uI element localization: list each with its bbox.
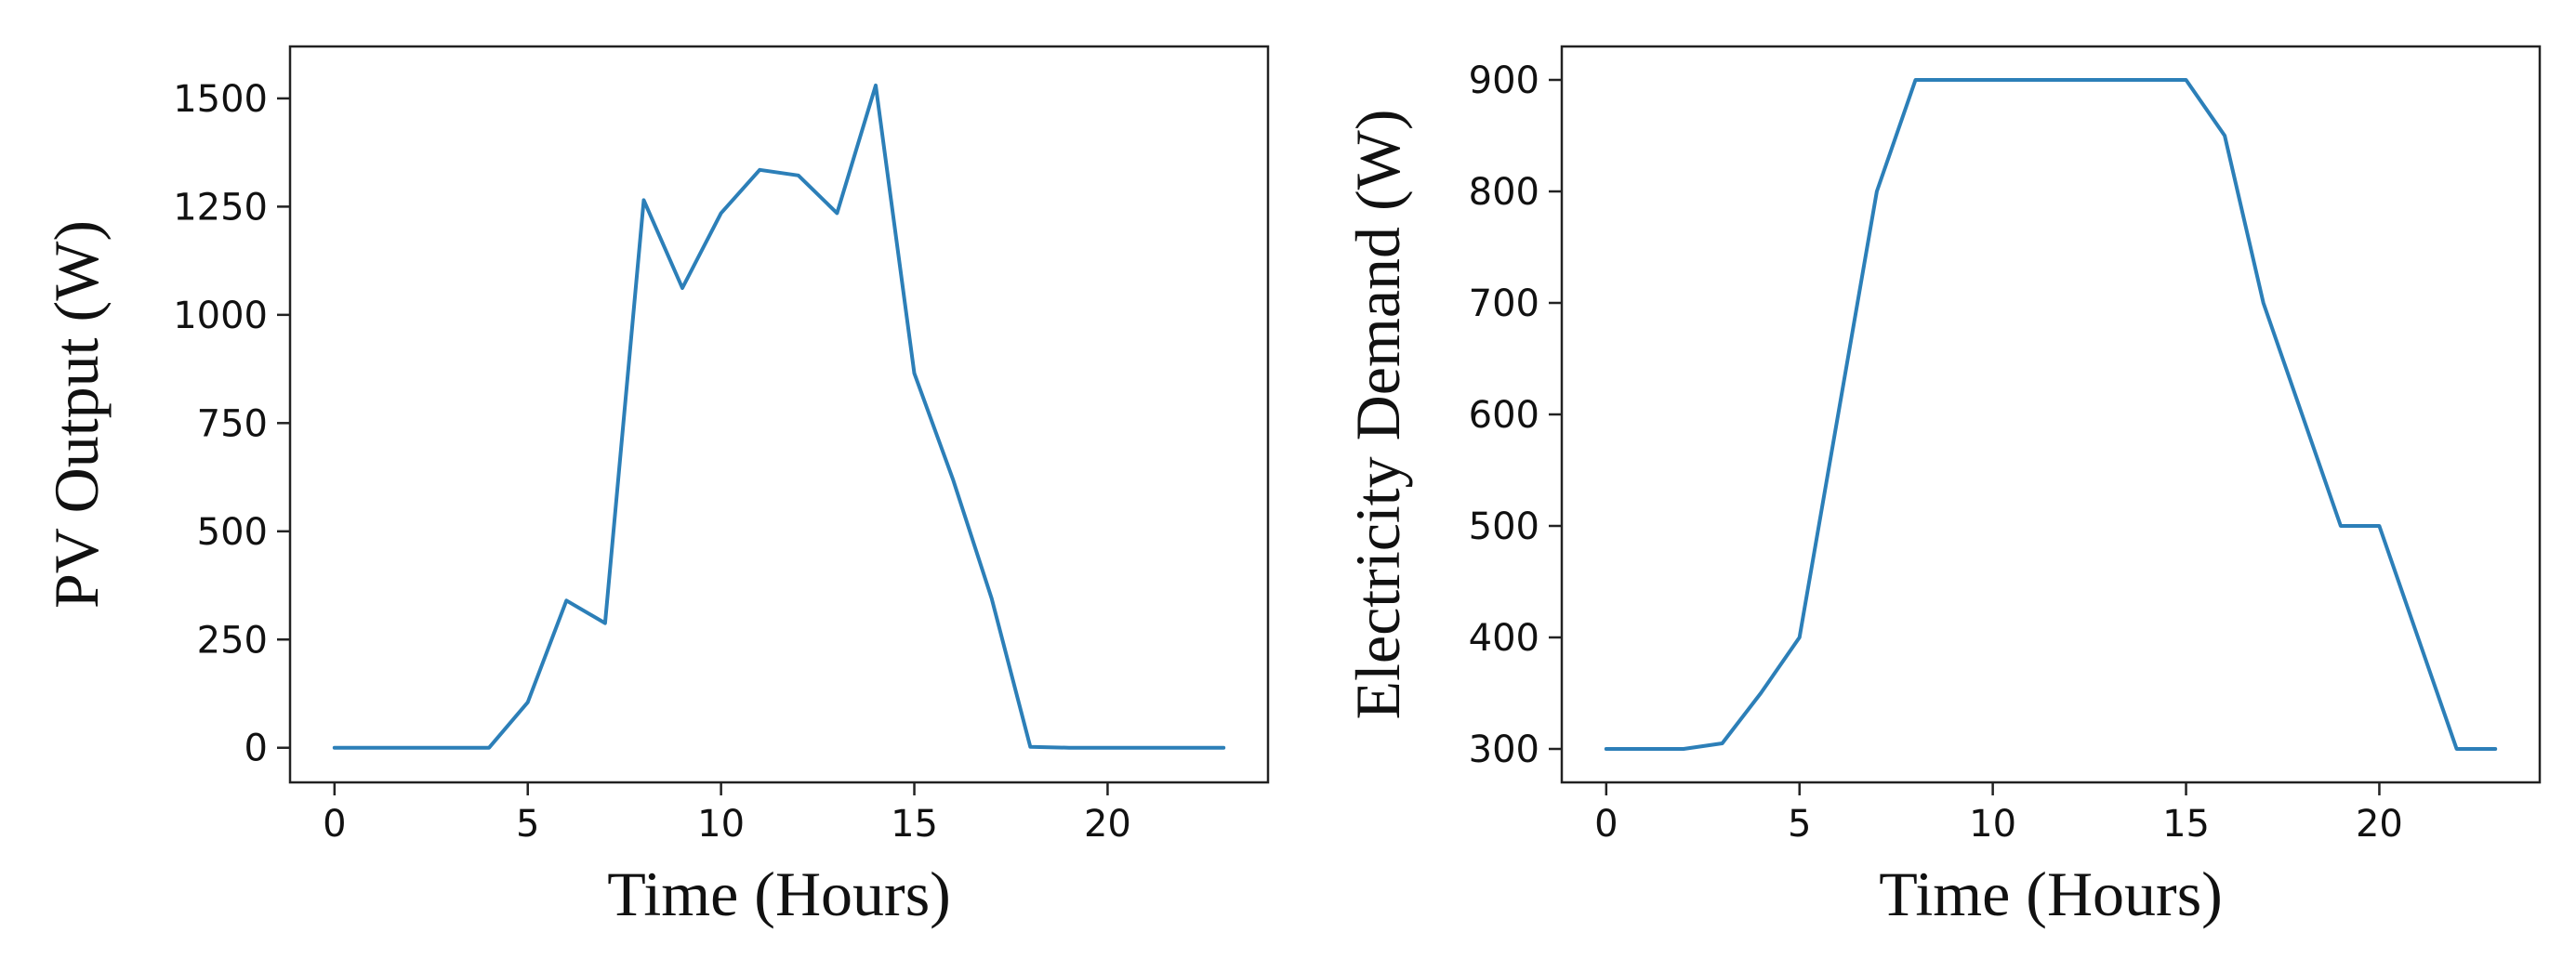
chart-1-x-tick-label: 5 [1788,803,1811,846]
chart-0-y-tick-label: 1000 [173,295,268,337]
chart-1-y-tick-label: 900 [1469,59,1539,102]
chart-0-y-tick-label: 0 [244,728,268,770]
chart-1-x-tick-label: 10 [1969,803,2016,846]
chart-0-series-line [332,83,1226,750]
chart-1-y-tick-label: 300 [1469,728,1539,771]
chart-1-x-tick-label: 20 [2356,803,2403,846]
chart-0-x-axis-label: Time (Hours) [607,859,951,929]
chart-1-y-tick-label: 500 [1469,505,1539,548]
chart-1-plot-frame [1560,45,2542,784]
chart-1-y-tick-label: 600 [1469,394,1539,437]
chart-0-x-tick-label: 20 [1084,803,1131,846]
pv-output-chart: 0 5 10 15 20 0 250 500 750 1000 1250 1500 Time (Hour… [41,45,1270,929]
chart-0-plot-frame [288,45,1270,784]
chart-1-y-axis-label: Electricity Demand (W) [1342,109,1413,719]
chart-0-y-tick-label: 250 [197,619,268,662]
chart-0-x-tick-label: 0 [323,803,346,846]
chart-0-y-tick-label: 500 [197,511,268,554]
chart-1-x-axis-label: Time (Hours) [1879,859,2223,929]
chart-0-y-axis-label: PV Output (W) [41,220,112,609]
chart-1-x-tick-label: 15 [2162,803,2210,846]
chart-1-x-tick-label: 0 [1594,803,1618,846]
electricity-demand-chart: 0 5 10 15 20 300 400 500 600 700 800 900 Time (Hours… [1342,45,2542,929]
chart-1-y-tick-label: 400 [1469,617,1539,660]
chart-0-x-tick-label: 5 [516,803,539,846]
chart-1-y-tick-label: 700 [1469,282,1539,325]
chart-1-series-line [1604,78,2498,751]
chart-0-y-tick-label: 1500 [173,78,268,121]
chart-0-x-tick-label: 15 [891,803,938,846]
chart-1-y-tick-label: 800 [1469,171,1539,214]
chart-0-y-tick-label: 1250 [173,186,268,229]
chart-0-x-tick-label: 10 [697,803,745,846]
chart-0-y-tick-label: 750 [197,402,268,445]
